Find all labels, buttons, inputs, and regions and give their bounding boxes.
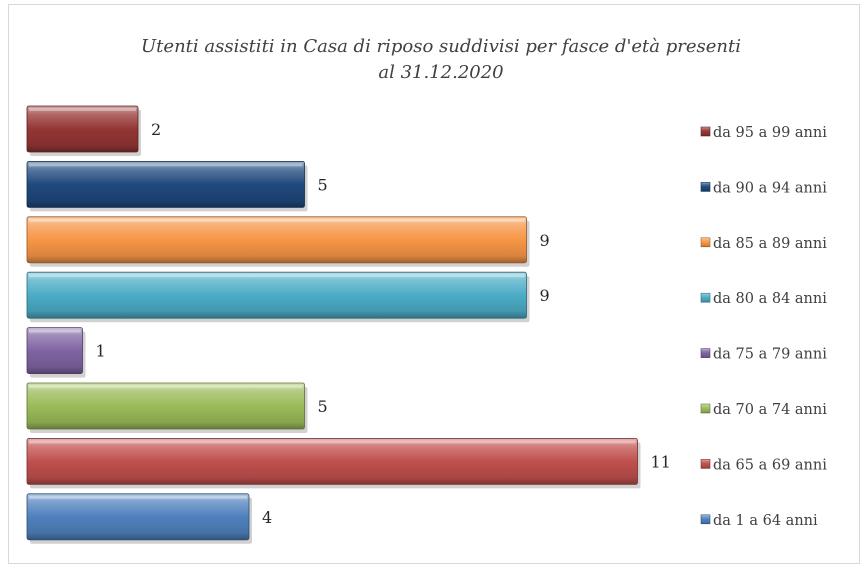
bar-highlight [29, 329, 81, 333]
bar-da-85-a-89-anni[interactable] [26, 216, 527, 264]
bar-highlight [29, 440, 636, 444]
chart-title-line-2: al 31.12.2020 [378, 62, 503, 83]
data-label: 9 [540, 231, 550, 250]
legend-marker [700, 514, 711, 525]
data-labels: 2 5 9 9 1 5 11 4 [96, 120, 671, 527]
legend-marker [700, 292, 711, 303]
data-label: 5 [318, 175, 328, 194]
legend-label: da 80 a 84 anni [713, 291, 827, 307]
data-label: 11 [651, 452, 671, 471]
legend-label: da 1 a 64 anni [713, 513, 818, 529]
legend-marker [700, 459, 711, 469]
bar-da-80-a-84-anni[interactable] [26, 271, 527, 319]
legend-label: da 65 a 69 anni [713, 457, 827, 473]
data-label: 5 [318, 397, 328, 416]
bars [26, 105, 641, 544]
legend-marker [700, 403, 711, 414]
legend-marker [700, 126, 711, 137]
legend: da 95 a 99 anni da 90 a 94 anni da 85 a 89… [700, 125, 827, 529]
legend-label: da 70 a 74 anni [713, 402, 827, 418]
bar-da-70-a-74-anni[interactable] [26, 382, 305, 430]
legend-label: da 90 a 94 anni [713, 180, 827, 196]
bar-highlight [29, 218, 525, 222]
bar-highlight [29, 163, 303, 167]
bar-highlight [29, 495, 247, 499]
data-label: 1 [96, 342, 106, 361]
legend-label: da 75 a 79 anni [713, 347, 827, 363]
bar-chart: Utenti assistiti in Casa di riposo suddi… [26, 36, 827, 544]
bar-da-95-a-99-anni[interactable] [26, 105, 139, 153]
legend-label: da 85 a 89 anni [713, 236, 827, 252]
bar-da-75-a-79-anni[interactable] [26, 327, 83, 375]
data-label: 9 [540, 286, 550, 305]
legend-label: da 95 a 99 anni [713, 125, 827, 141]
data-label: 2 [151, 120, 161, 139]
bar-highlight [29, 108, 136, 111]
data-label: 4 [262, 508, 272, 527]
chart-title-line-1: Utenti assistiti in Casa di riposo suddi… [141, 36, 741, 57]
legend-marker [700, 182, 711, 192]
bar-highlight [29, 274, 525, 278]
chart-container: Utenti assistiti in Casa di riposo suddi… [8, 4, 860, 564]
legend-marker [700, 237, 711, 248]
chart-title: Utenti assistiti in Casa di riposo suddi… [141, 36, 741, 83]
bar-highlight [29, 385, 303, 388]
bar-da-1-a-64-anni[interactable] [26, 493, 250, 541]
legend-marker [700, 348, 711, 358]
bar-da-90-a-94-anni[interactable] [26, 160, 305, 208]
bar-da-65-a-69-anni[interactable] [26, 437, 638, 485]
